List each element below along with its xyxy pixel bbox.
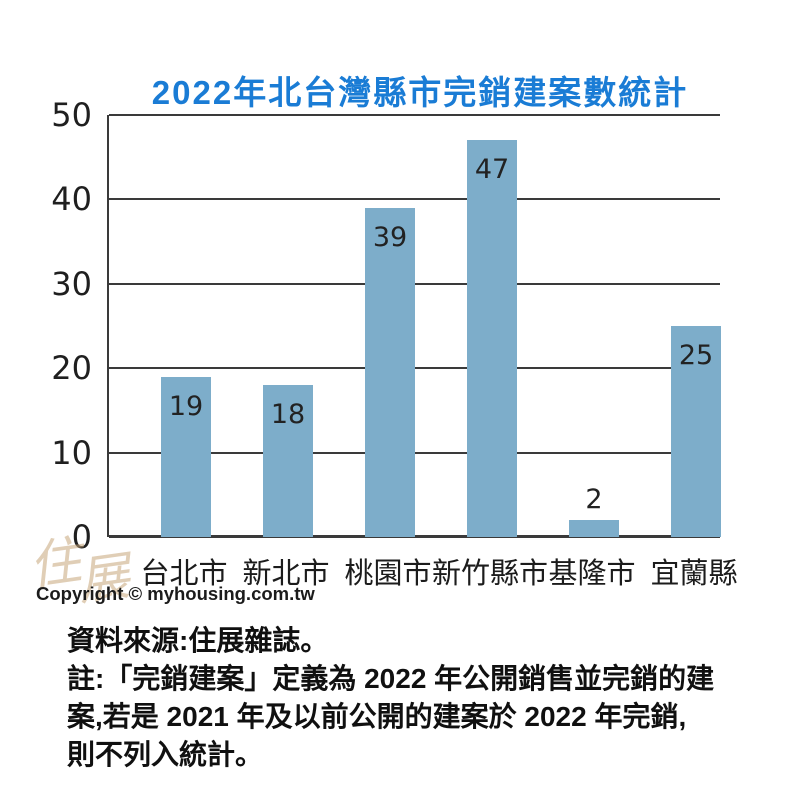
plot-area: 19 18 39 47 2 25: [107, 114, 721, 538]
bar-台北市: [161, 376, 211, 537]
y-axis-tick-label: 20: [51, 349, 92, 388]
bar-桃園市: [365, 207, 415, 537]
bar-value-label: 2: [585, 484, 603, 516]
definition-note-line-1: 註:「完銷建案」定義為 2022 年公開銷售並完銷的建: [67, 663, 715, 694]
bar-新北市: [263, 385, 313, 537]
definition-note-line-3: 則不列入統計。: [67, 739, 264, 770]
gridline-50: [109, 114, 720, 116]
bar-value-label: 39: [372, 221, 408, 253]
x-axis-category-label: 基隆市: [548, 558, 636, 590]
bar-value-label: 18: [270, 399, 306, 431]
x-axis-category-label: 宜蘭縣: [650, 558, 738, 590]
x-axis-category-label: 桃園市: [344, 558, 432, 590]
bar-基隆市: [569, 520, 619, 537]
y-axis-tick-label: 30: [51, 264, 92, 303]
source-note-line: 資料來源:住展雜誌。: [67, 625, 329, 656]
y-axis-tick-label: 40: [51, 180, 92, 219]
gridline-40: [109, 198, 720, 201]
y-axis-tick-label: 50: [51, 96, 92, 134]
x-axis-category-label: 新北市: [242, 558, 330, 590]
y-axis: 0 10 20 30 40 50: [0, 96, 92, 556]
bar-value-label: 19: [168, 390, 204, 422]
y-axis-tick-label: 0: [71, 518, 92, 556]
x-axis-category-label: 新竹縣市: [431, 558, 549, 590]
copyright-text: Copyright © myhousing.com.tw: [36, 583, 315, 604]
definition-note-line-2: 案,若是 2021 年及以前公開的建案於 2022 年完銷,: [67, 701, 687, 732]
y-axis-tick-label: 10: [51, 433, 92, 472]
notes-block: 資料來源:住展雜誌。 註:「完銷建案」定義為 2022 年公開銷售並完銷的建 案…: [67, 622, 767, 774]
chart-title: 2022年北台灣縣市完銷建案數統計: [151, 74, 689, 111]
bar-宜蘭縣: [671, 326, 721, 537]
x-axis-category-label: 台北市: [140, 558, 228, 590]
bar-新竹縣市: [467, 140, 517, 537]
bar-value-label: 47: [474, 154, 510, 186]
bar-value-label: 25: [678, 340, 714, 371]
